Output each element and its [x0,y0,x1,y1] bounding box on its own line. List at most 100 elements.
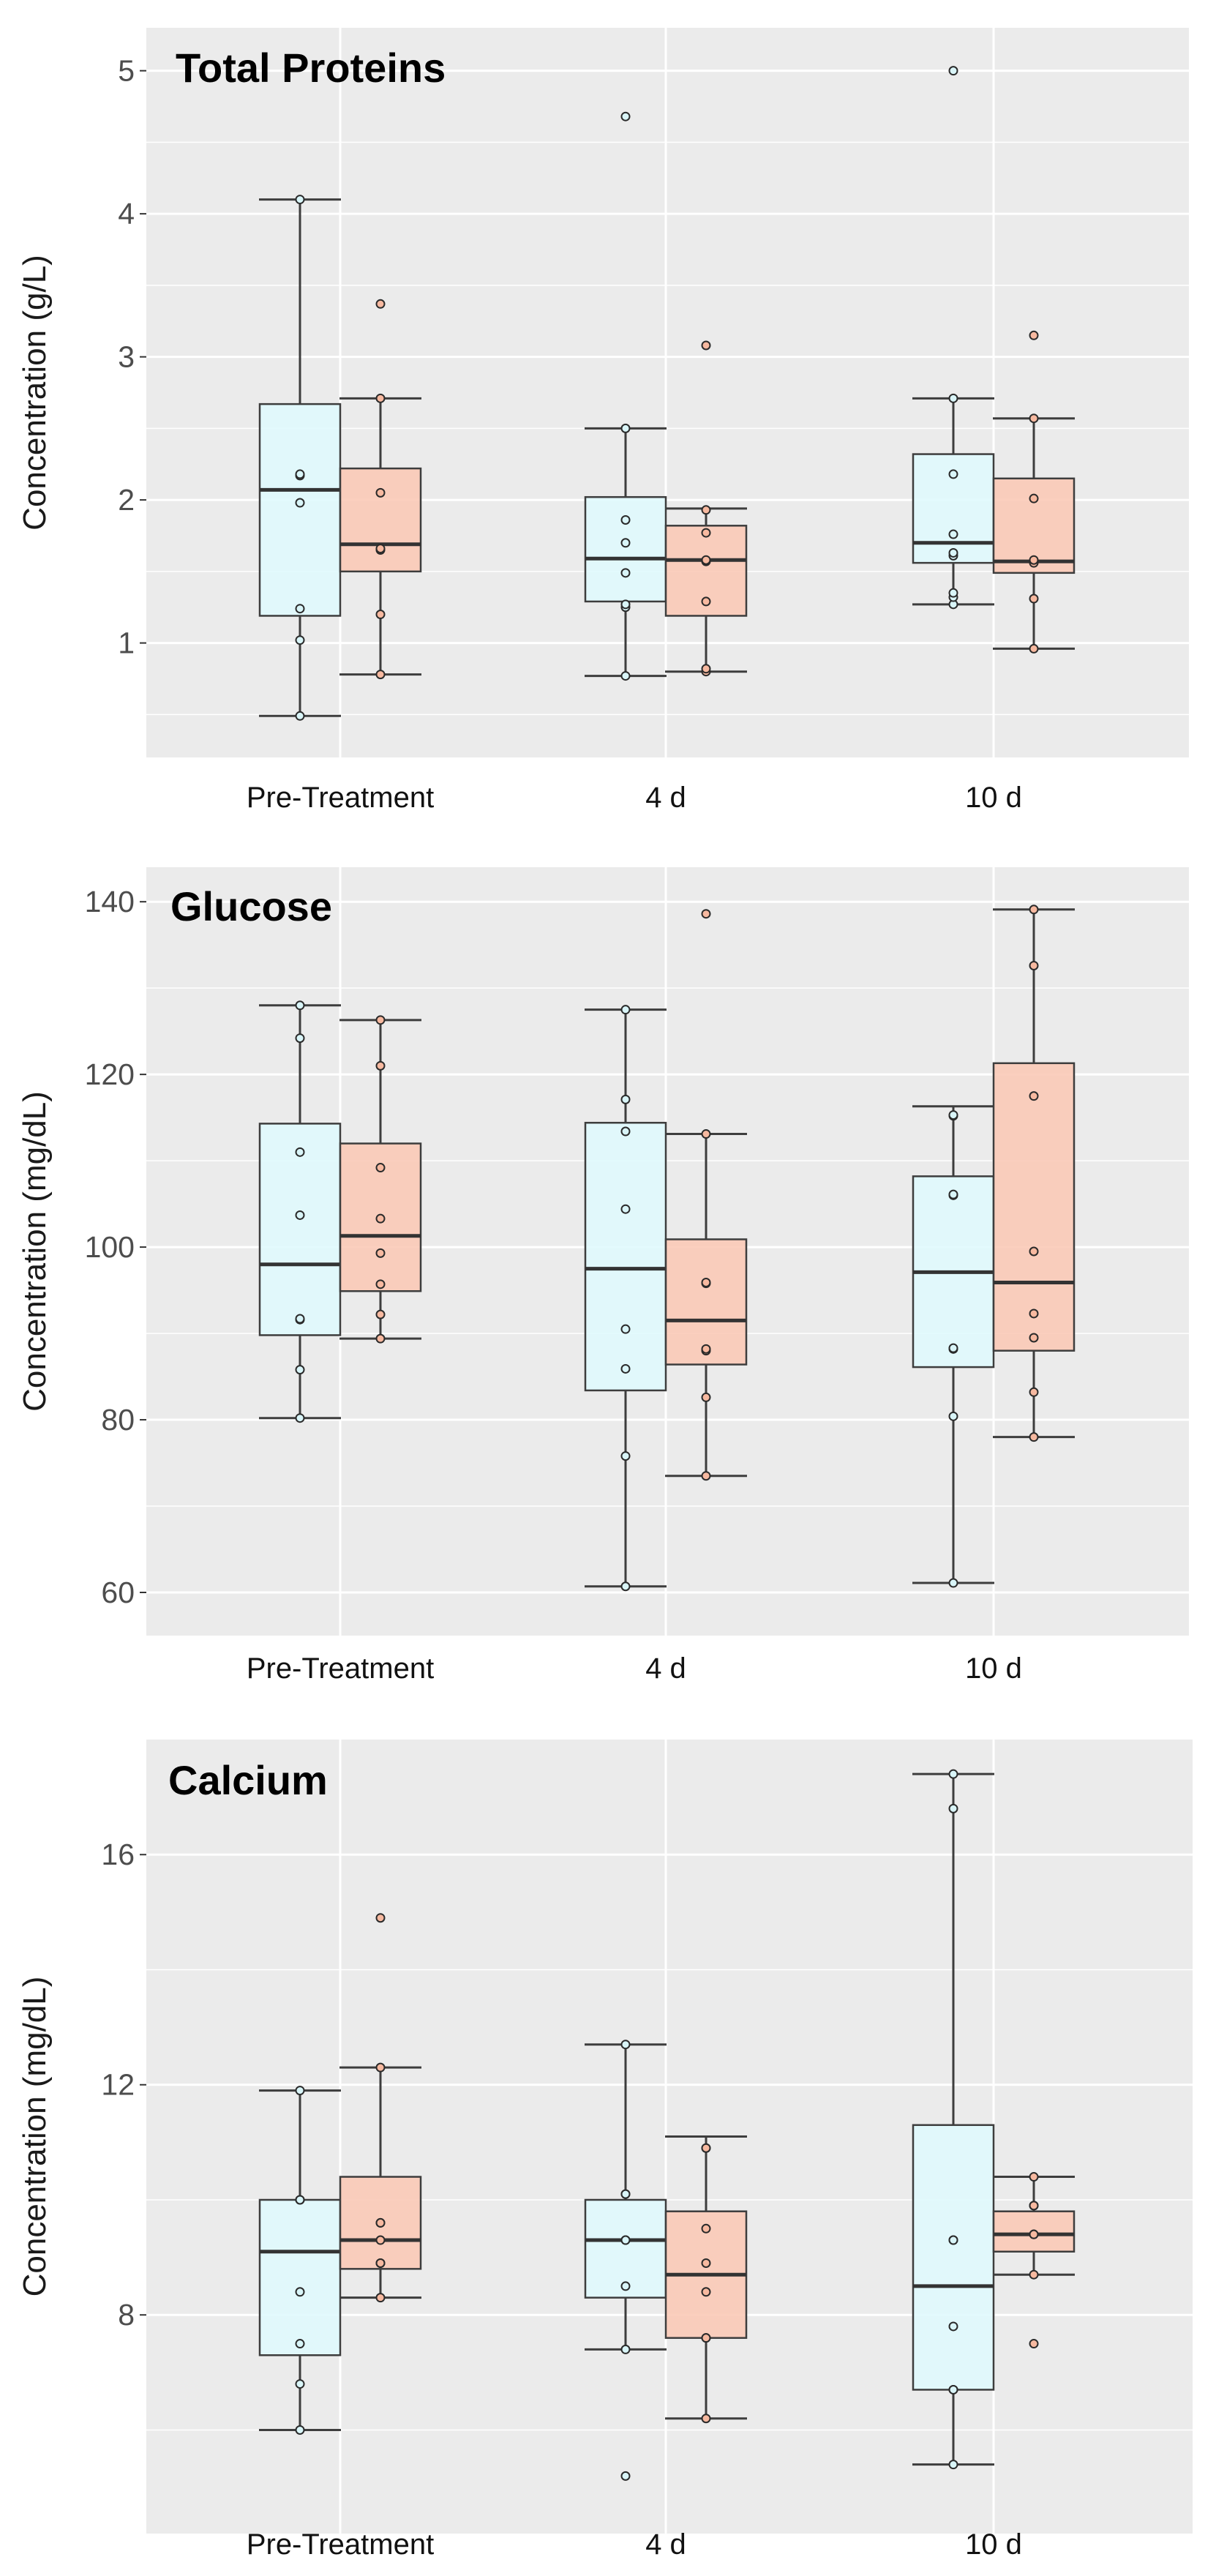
data-point [375,670,386,680]
data-point [1029,594,1039,604]
data-point [295,1147,305,1157]
data-point [375,1015,386,1025]
data-point [620,599,631,610]
data-point [295,2195,305,2205]
data-point [1029,643,1039,654]
x-tick-label: 10 d [965,782,1022,814]
box-iqr [258,1123,342,1336]
panel-calcium: 8 12 16 Pre-Treatment 4 d 10 d Concentration (… [0,1705,1216,2576]
data-point [295,1033,305,1044]
data-point [295,711,305,721]
y-tick-label: 60 [101,1576,135,1609]
data-point [620,2235,631,2245]
data-point [948,1110,958,1120]
y-tick-label: 4 [118,197,135,231]
y-tick-label: 1 [118,626,135,660]
data-point [375,299,386,309]
data-point [1029,1091,1039,1101]
data-point [1029,1246,1039,1257]
data-point [1029,1432,1039,1442]
data-point [620,423,631,433]
data-point [948,2460,958,2470]
data-point [375,2217,386,2228]
x-tick-label: 4 d [645,1652,686,1685]
x-tick-label: 10 d [965,1652,1022,1685]
x-tick-label: Pre-Treatment [247,2528,434,2561]
data-point [295,635,305,645]
data-point [948,2384,958,2395]
data-point [620,2040,631,2050]
x-tick-label: 10 d [965,2528,1022,2561]
data-point [295,2086,305,2096]
data-point [1029,1387,1039,1397]
data-point [701,1277,711,1287]
data-point [375,1309,386,1319]
data-point [375,1279,386,1289]
data-point [1029,493,1039,503]
data-point [375,610,386,620]
data-point [375,2235,386,2245]
plot-panel [146,28,1189,757]
data-point [375,1163,386,1173]
data-point [295,2339,305,2349]
box-iqr [339,467,422,573]
data-point [1029,555,1039,565]
data-point [1029,2172,1039,2182]
data-point [295,1365,305,1375]
data-point [620,1363,631,1374]
data-point [948,529,958,539]
chart-glucose: 60 80 100 120 140 Pre-Treatment 4 d 10 d Concent… [17,867,1189,1685]
data-point [620,2344,631,2354]
data-point [295,1210,305,1220]
data-point [375,544,386,554]
data-point [620,2189,631,2199]
y-tick-label: 120 [85,1057,135,1091]
x-tick-label: Pre-Treatment [247,782,434,814]
data-point [295,195,305,205]
data-point [375,487,386,498]
data-point [295,2287,305,2297]
data-point [701,1344,711,1354]
y-axis-label: Concentration (mg/dL) [17,1091,53,1412]
box-iqr [584,1121,667,1392]
box-iqr [258,402,342,617]
data-point [1029,960,1039,970]
data-point [701,1471,711,1481]
data-point [620,1581,631,1592]
y-tick-label: 3 [118,340,135,374]
data-point [375,1913,386,1923]
chart-title: Glucose [170,883,332,929]
data-point [620,1126,631,1137]
data-point [620,1005,631,1015]
data-point [948,1803,958,1813]
data-point [701,1129,711,1139]
data-point [375,2293,386,2303]
y-tick-label: 16 [101,1838,135,1871]
panel-glucose: 60 80 100 120 140 Pre-Treatment 4 d 10 d Concent… [0,827,1216,1705]
data-point [701,2333,711,2343]
data-point [701,1392,711,1402]
data-point [701,505,711,515]
data-point [701,555,711,565]
data-point [375,2062,386,2073]
data-point [948,1189,958,1199]
data-point [620,1094,631,1104]
chart-calcium: 8 12 16 Pre-Treatment 4 d 10 d Concentration (… [17,1740,1193,2561]
data-point [620,111,631,121]
box-iqr [584,495,667,603]
data-point [701,2287,711,2297]
data-point [295,498,305,508]
data-point [701,909,711,919]
data-point [1029,1308,1039,1319]
data-point [948,469,958,479]
data-point [701,2258,711,2268]
data-point [948,1769,958,1779]
data-point [295,604,305,614]
data-point [1029,2269,1039,2280]
data-point [295,1413,305,1423]
y-tick-label: 8 [118,2298,135,2332]
data-point [295,2425,305,2435]
data-point [375,1333,386,1344]
data-point [701,2143,711,2153]
data-point [948,1578,958,1588]
